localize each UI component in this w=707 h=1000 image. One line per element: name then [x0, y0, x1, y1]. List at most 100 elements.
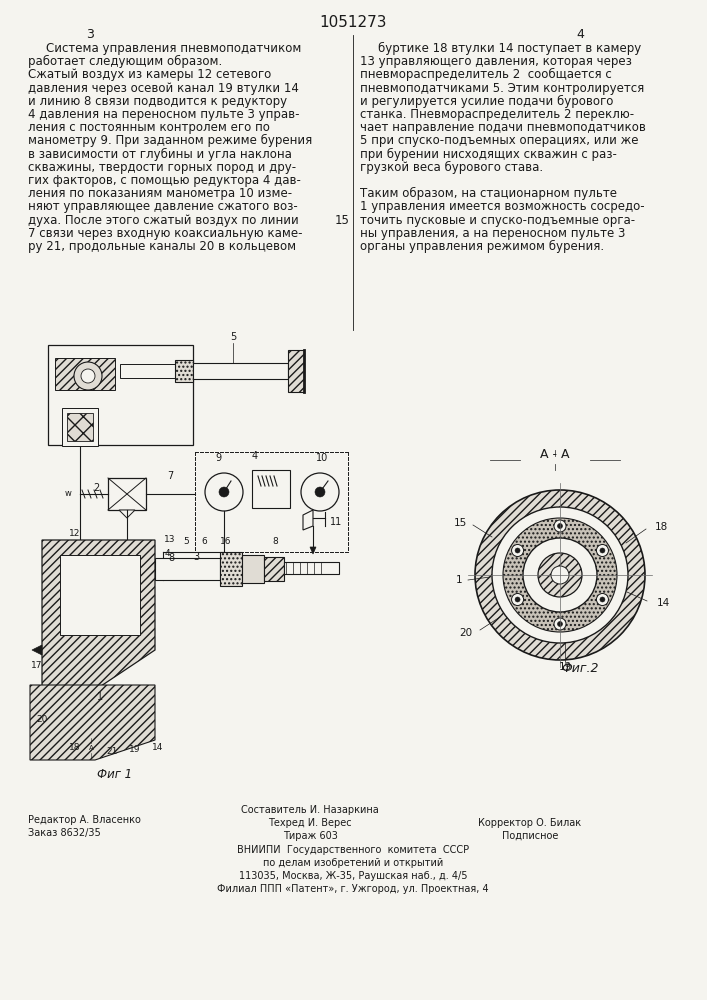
Text: 18: 18	[655, 522, 668, 532]
Text: ВНИИПИ  Государственного  комитета  СССР: ВНИИПИ Государственного комитета СССР	[237, 845, 469, 855]
Text: 1051273: 1051273	[320, 15, 387, 30]
Text: A: A	[88, 745, 93, 751]
Bar	[48, 345, 193, 445]
Circle shape	[551, 566, 569, 584]
Text: по делам изобретений и открытий: по делам изобретений и открытий	[263, 858, 443, 868]
Circle shape	[475, 490, 645, 660]
Text: пневмоподатчиками 5. Этим контролируется: пневмоподатчиками 5. Этим контролируется	[360, 82, 644, 95]
Text: станка. Пневмораспределитель 2 переклю-: станка. Пневмораспределитель 2 переклю-	[360, 108, 634, 121]
Text: и линию 8 связи подводится к редуктору: и линию 8 связи подводится к редуктору	[28, 95, 287, 108]
Polygon shape	[303, 510, 313, 530]
Text: 13 управляющего давления, которая через: 13 управляющего давления, которая через	[360, 55, 632, 68]
Bar	[175, 360, 193, 382]
Text: 19: 19	[559, 662, 572, 672]
Circle shape	[205, 473, 243, 511]
Text: 10: 10	[316, 453, 328, 463]
Text: 4 давления на переносном пульте 3 управ-: 4 давления на переносном пульте 3 управ-	[28, 108, 300, 121]
Text: A - A: A - A	[540, 448, 570, 462]
Circle shape	[81, 369, 95, 383]
Text: 9: 9	[215, 453, 221, 463]
Bar	[155, 558, 220, 580]
Text: 21: 21	[106, 748, 117, 756]
Text: 4: 4	[576, 28, 584, 41]
Text: 3: 3	[86, 28, 94, 41]
Text: 11: 11	[330, 517, 342, 527]
Text: 8: 8	[168, 553, 174, 563]
Text: 20: 20	[36, 716, 47, 724]
Text: 5 при спуско-подъемных операциях, или же: 5 при спуско-подъемных операциях, или же	[360, 134, 638, 147]
Text: 14: 14	[152, 744, 164, 752]
Polygon shape	[310, 547, 316, 554]
Text: w: w	[64, 489, 71, 498]
Bar	[67, 413, 93, 441]
Bar	[242, 555, 264, 583]
Text: пневмораспределитель 2  сообщается с: пневмораспределитель 2 сообщается с	[360, 68, 612, 81]
Bar	[62, 408, 98, 446]
Bar	[220, 552, 242, 586]
Text: буртике 18 втулки 14 поступает в камеру: буртике 18 втулки 14 поступает в камеру	[378, 42, 641, 55]
Text: манометру 9. При заданном режиме бурения: манометру 9. При заданном режиме бурения	[28, 134, 312, 147]
Bar	[252, 470, 290, 508]
Text: ления по показаниям манометра 10 изме-: ления по показаниям манометра 10 изме-	[28, 187, 292, 200]
Circle shape	[515, 548, 520, 553]
Text: 15: 15	[454, 518, 467, 528]
Text: 18: 18	[69, 744, 81, 752]
Bar	[120, 364, 175, 378]
Text: Тираж 603: Тираж 603	[283, 831, 337, 841]
Text: 1: 1	[455, 575, 462, 585]
Text: ления с постоянным контролем его по: ления с постоянным контролем его по	[28, 121, 270, 134]
Text: гих факторов, с помощью редуктора 4 дав-: гих факторов, с помощью редуктора 4 дав-	[28, 174, 301, 187]
Text: Заказ 8632/35: Заказ 8632/35	[28, 828, 101, 838]
Circle shape	[597, 593, 609, 605]
Text: Составитель И. Назаркина: Составитель И. Назаркина	[241, 805, 379, 815]
Text: 5: 5	[230, 332, 236, 342]
Text: 3: 3	[193, 552, 199, 562]
Bar	[264, 557, 284, 581]
Circle shape	[219, 487, 229, 497]
Circle shape	[315, 487, 325, 497]
Text: 7 связи через входную коаксиальную каме-: 7 связи через входную коаксиальную каме-	[28, 227, 303, 240]
Text: Фиг 1: Фиг 1	[98, 768, 133, 782]
Polygon shape	[42, 540, 155, 690]
Text: в зависимости от глубины и угла наклона: в зависимости от глубины и угла наклона	[28, 148, 292, 161]
Polygon shape	[119, 510, 135, 518]
Text: работает следующим образом.: работает следующим образом.	[28, 55, 222, 68]
Text: Система управления пневмоподатчиком: Система управления пневмоподатчиком	[46, 42, 301, 55]
Text: Филиал ППП «Патент», г. Ужгород, ул. Проектная, 4: Филиал ППП «Патент», г. Ужгород, ул. Про…	[217, 884, 489, 894]
Text: и регулируется усилие подачи бурового: и регулируется усилие подачи бурового	[360, 95, 614, 108]
Text: 16: 16	[221, 538, 232, 546]
Circle shape	[492, 507, 628, 643]
Text: 14: 14	[657, 598, 670, 608]
Circle shape	[597, 544, 609, 556]
Circle shape	[301, 473, 339, 511]
Text: скважины, твердости горных пород и дру-: скважины, твердости горных пород и дру-	[28, 161, 296, 174]
Text: 113035, Москва, Ж-35, Раушская наб., д. 4/5: 113035, Москва, Ж-35, Раушская наб., д. …	[239, 871, 467, 881]
Text: ру 21, продольные каналы 20 в кольцевом: ру 21, продольные каналы 20 в кольцевом	[28, 240, 296, 253]
Text: Корректор О. Билак: Корректор О. Билак	[479, 818, 582, 828]
Text: точить пусковые и спуско-подъемные орга-: точить пусковые и спуско-подъемные орга-	[360, 214, 635, 227]
Bar	[288, 350, 304, 392]
Text: духа. После этого сжатый воздух по линии: духа. После этого сжатый воздух по линии	[28, 214, 299, 227]
Text: Подписное: Подписное	[502, 831, 559, 841]
Text: 4: 4	[164, 550, 170, 558]
Circle shape	[558, 524, 563, 528]
Text: 19: 19	[129, 746, 141, 754]
Text: Сжатый воздух из камеры 12 сетевого: Сжатый воздух из камеры 12 сетевого	[28, 68, 271, 81]
Bar	[108, 478, 146, 510]
Text: 2: 2	[94, 483, 100, 493]
Bar	[284, 562, 339, 574]
Text: при бурении нисходящих скважин с раз-: при бурении нисходящих скважин с раз-	[360, 148, 617, 161]
Text: грузкой веса бурового става.: грузкой веса бурового става.	[360, 161, 543, 174]
Circle shape	[554, 618, 566, 630]
Circle shape	[558, 621, 563, 626]
Circle shape	[503, 518, 617, 632]
Polygon shape	[30, 685, 155, 760]
Circle shape	[512, 593, 524, 605]
Text: 1: 1	[97, 692, 103, 702]
Text: 8: 8	[272, 538, 278, 546]
Text: 17: 17	[31, 660, 42, 670]
Circle shape	[515, 597, 520, 602]
Text: 1 управления имеется возможность сосредо-: 1 управления имеется возможность сосредо…	[360, 200, 645, 213]
Text: 12: 12	[69, 528, 81, 538]
Circle shape	[74, 362, 102, 390]
